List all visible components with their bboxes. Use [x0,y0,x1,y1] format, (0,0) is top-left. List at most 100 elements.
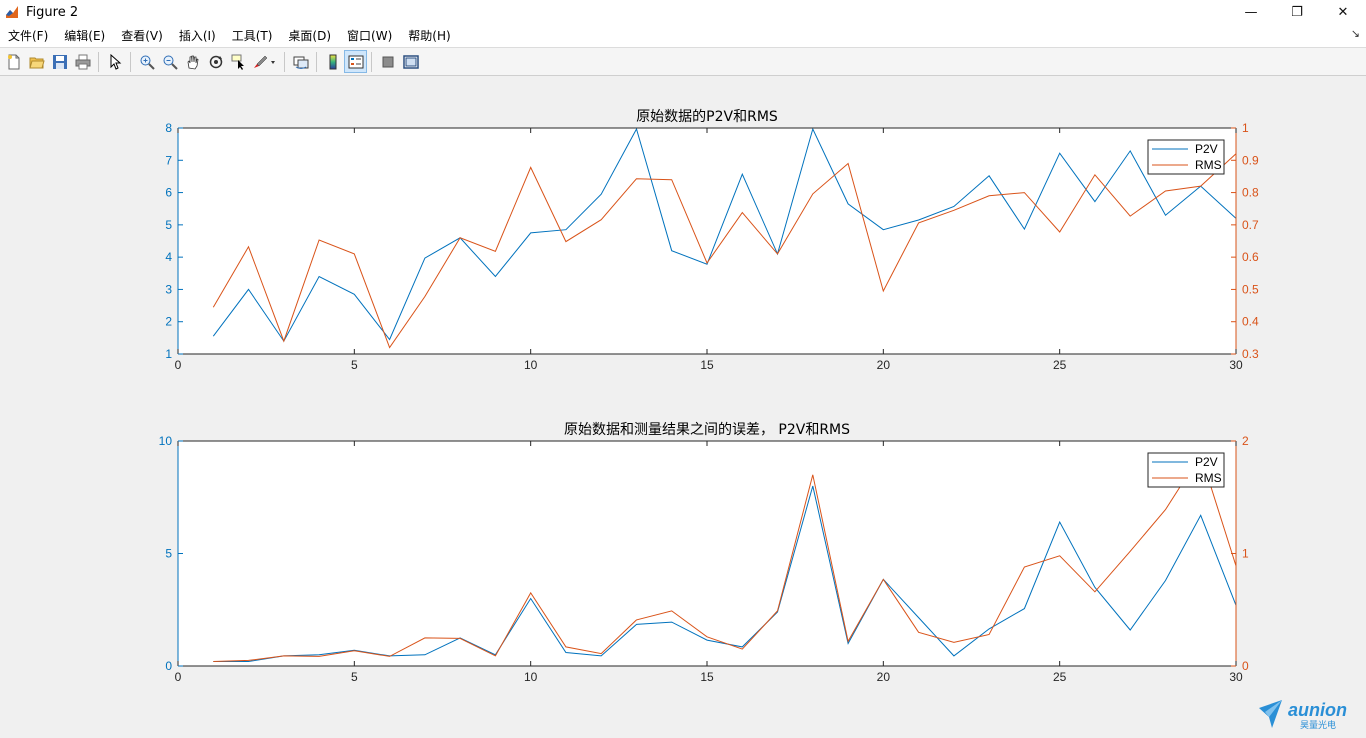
aunion-logo-icon: aunion 昊量光电 [1259,700,1347,731]
y-right-tick-label: 1 [1242,121,1249,135]
x-tick-label: 30 [1229,670,1243,684]
open-file-icon [28,57,45,68]
y-left-tick-label: 4 [165,250,172,264]
toolbar-separator [130,51,131,72]
toolbar-separator [284,51,285,72]
watermark-sub: 昊量光电 [1300,719,1336,731]
legend: P2V RMS [1147,452,1225,488]
link-plot-icon [293,56,308,69]
legend-box [1147,139,1225,175]
close-button[interactable]: ✕ [1320,0,1366,24]
close-icon: ✕ [1337,4,1349,20]
rotate-3d-button[interactable] [204,50,227,73]
x-tick-label: 20 [877,670,891,684]
y-right-tick-label: 2 [1242,434,1249,448]
legend-label-p2v: P2V [1195,142,1218,156]
window-title: Figure 2 [26,4,79,20]
menu-tools[interactable]: 工具(T) [231,29,273,43]
x-tick-label: 30 [1229,358,1243,372]
brush-icon [254,55,275,68]
print-button[interactable] [71,50,94,73]
toolbar-separator [371,51,372,72]
menu-help[interactable]: 帮助(H) [408,29,451,43]
save-button[interactable] [48,50,71,73]
insert-colorbar-button[interactable] [321,50,344,73]
hide-plot-tools-button[interactable] [376,50,399,73]
x-tick-label: 25 [1053,670,1067,684]
y-right-tick-label: 1 [1242,547,1249,561]
menu-edit[interactable]: 编辑(E) [64,29,106,43]
y-left-tick-label: 6 [165,186,172,200]
legend-box [1147,452,1225,488]
show-plot-tools-icon [402,54,419,69]
y-right-tick-label: 0.5 [1242,282,1259,296]
x-tick-label: 0 [175,670,182,684]
insert-legend-button[interactable] [344,50,367,73]
save-icon [52,54,67,69]
y-left-tick-label: 8 [165,121,172,135]
pan-hand-icon [187,55,198,69]
matlab-logo-icon [4,4,20,20]
zoom-in-icon [140,55,155,70]
show-plot-tools-button[interactable] [399,50,422,73]
hide-plot-tools-icon [382,56,393,67]
y-left-tick-label: 0 [165,659,172,673]
menu-view[interactable]: 查看(V) [121,29,163,43]
edit-plot-button[interactable] [103,50,126,73]
x-tick-label: 10 [524,670,538,684]
y-right-tick-label: 0.6 [1242,250,1259,264]
y-left-tick-label: 3 [165,282,172,296]
link-plot-button[interactable] [289,50,312,73]
aunion-watermark: aunion 昊量光电 [1256,698,1360,732]
watermark-brand: aunion [1288,700,1347,720]
y-right-tick-label: 0.4 [1242,315,1259,329]
window-title-bar: Figure 2 — ❐ ✕ [0,0,1366,24]
y-left-tick-label: 7 [165,153,172,167]
y-left-tick-label: 5 [165,218,172,232]
minimize-button[interactable]: — [1228,0,1274,24]
new-figure-button[interactable] [2,50,25,73]
data-cursor-button[interactable] [227,50,250,73]
brush-button[interactable] [250,50,280,73]
zoom-in-button[interactable] [135,50,158,73]
x-tick-label: 5 [351,358,358,372]
x-tick-label: 20 [877,358,891,372]
y-right-tick-label: 0.7 [1242,218,1259,232]
minimize-icon: — [1244,4,1258,20]
series-line-rms [213,453,1237,662]
y-left-tick-label: 10 [159,434,173,448]
x-tick-label: 15 [700,670,714,684]
figure-canvas: 0 5 10 15 20 25 30 1 2 3 4 5 6 7 8 0.3 0.4 0.5 0.6 0.7 0.8 0.… [0,77,1366,738]
menu-desktop[interactable]: 桌面(D) [288,29,332,43]
legend-label-rms: RMS [1195,471,1222,485]
y-right-tick-label: 0.8 [1242,186,1259,200]
legend-label-p2v: P2V [1195,455,1218,469]
y-right-tick-label: 0.3 [1242,347,1259,361]
legend: P2V RMS [1147,139,1225,175]
x-tick-label: 25 [1053,358,1067,372]
print-icon [75,54,90,69]
new-figure-icon [7,54,19,69]
chart-title: 原始数据的P2V和RMS [636,109,778,125]
series-line-rms [212,153,1237,349]
subplot-1: 0 5 10 15 20 25 30 1 2 3 4 5 6 7 8 0.3 0.4 0.5 0.6 0.7 0.8 0.… [165,109,1259,372]
menu-file[interactable]: 文件(F) [8,29,49,43]
x-tick-label: 10 [524,358,538,372]
rotate-3d-icon [209,55,222,68]
toolbar-separator [98,51,99,72]
menu-expand-icon[interactable]: ↘ [1350,27,1360,40]
insert-colorbar-icon [329,54,336,69]
toolbar-separator [316,51,317,72]
open-file-button[interactable] [25,50,48,73]
menu-window[interactable]: 窗口(W) [347,29,393,43]
y-left-tick-label: 5 [165,547,172,561]
maximize-icon: ❐ [1291,4,1303,20]
chart-title: 原始数据和测量结果之间的误差， P2V和RMS [564,422,850,438]
x-tick-label: 0 [175,358,182,372]
menu-insert[interactable]: 插入(I) [178,29,216,43]
pan-button[interactable] [181,50,204,73]
y-left-tick-label: 2 [165,315,172,329]
zoom-out-button[interactable] [158,50,181,73]
maximize-button[interactable]: ❐ [1274,0,1320,24]
